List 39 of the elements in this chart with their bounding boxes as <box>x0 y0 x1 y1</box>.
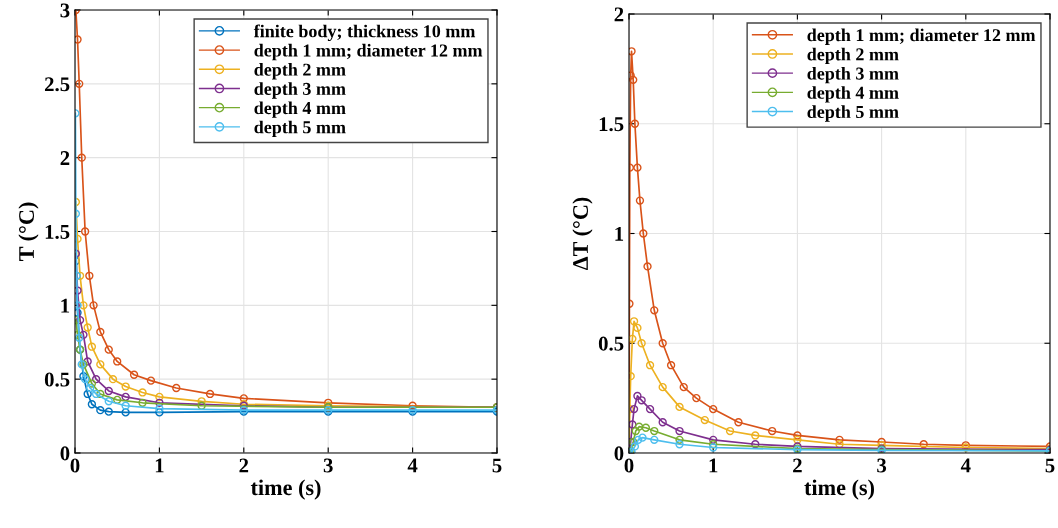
y-tick-label: 2 <box>60 151 70 165</box>
legend-label: depth 4 mm <box>254 101 346 118</box>
y-tick-label: 0 <box>614 446 624 461</box>
y-tick-label: 2 <box>614 7 624 22</box>
x-tick-label: 1 <box>155 458 164 473</box>
y-tick-label: 0 <box>60 446 70 461</box>
legend-label: depth 2 mm <box>254 63 346 80</box>
legend-label: depth 5 mm <box>254 120 346 138</box>
x-tick-label: 4 <box>407 458 418 473</box>
x-tick-label: 0 <box>70 458 80 473</box>
y-tick-label: 0.5 <box>44 372 70 387</box>
x-tick-label: 1 <box>709 458 718 473</box>
y-tick-label: 3 <box>60 3 70 18</box>
x-tick-label: 5 <box>492 458 502 473</box>
x-axis-title: time (s) <box>250 479 321 500</box>
legend-label: finite body; thickness 10 mm <box>253 24 476 42</box>
x-tick-label: 0 <box>624 458 634 473</box>
y-axis-title: ΔT (°C) <box>572 197 593 271</box>
legend-label: depth 3 mm <box>254 82 346 99</box>
legend-label: depth 5 mm <box>807 105 899 122</box>
y-tick-label: 0.5 <box>598 336 624 351</box>
x-axis-title: time (s) <box>804 479 874 500</box>
x-tick-label: 2 <box>239 458 249 473</box>
y-tick-label: 1.5 <box>599 117 624 132</box>
x-tick-label: 3 <box>323 458 333 473</box>
x-tick-label: 4 <box>960 458 971 473</box>
legend-label: depth 2 mm <box>807 47 899 65</box>
legend-label: depth 1 mm; diameter 12 mm <box>254 43 483 61</box>
x-tick-label: 5 <box>1045 458 1055 473</box>
y-tick-label: 2.5 <box>44 77 70 92</box>
legend-label: depth 3 mm <box>807 66 899 84</box>
y-tick-label: 1.5 <box>45 224 70 240</box>
x-tick-label: 2 <box>793 458 802 473</box>
y-axis-title: T (°C) <box>18 202 39 262</box>
legend-label: depth 4 mm <box>807 86 899 103</box>
y-tick-label: 1 <box>615 226 624 241</box>
y-tick-label: 1 <box>61 298 70 313</box>
legend-label: depth 1 mm; diameter 12 mm <box>807 28 1036 45</box>
x-tick-label: 3 <box>877 458 887 473</box>
